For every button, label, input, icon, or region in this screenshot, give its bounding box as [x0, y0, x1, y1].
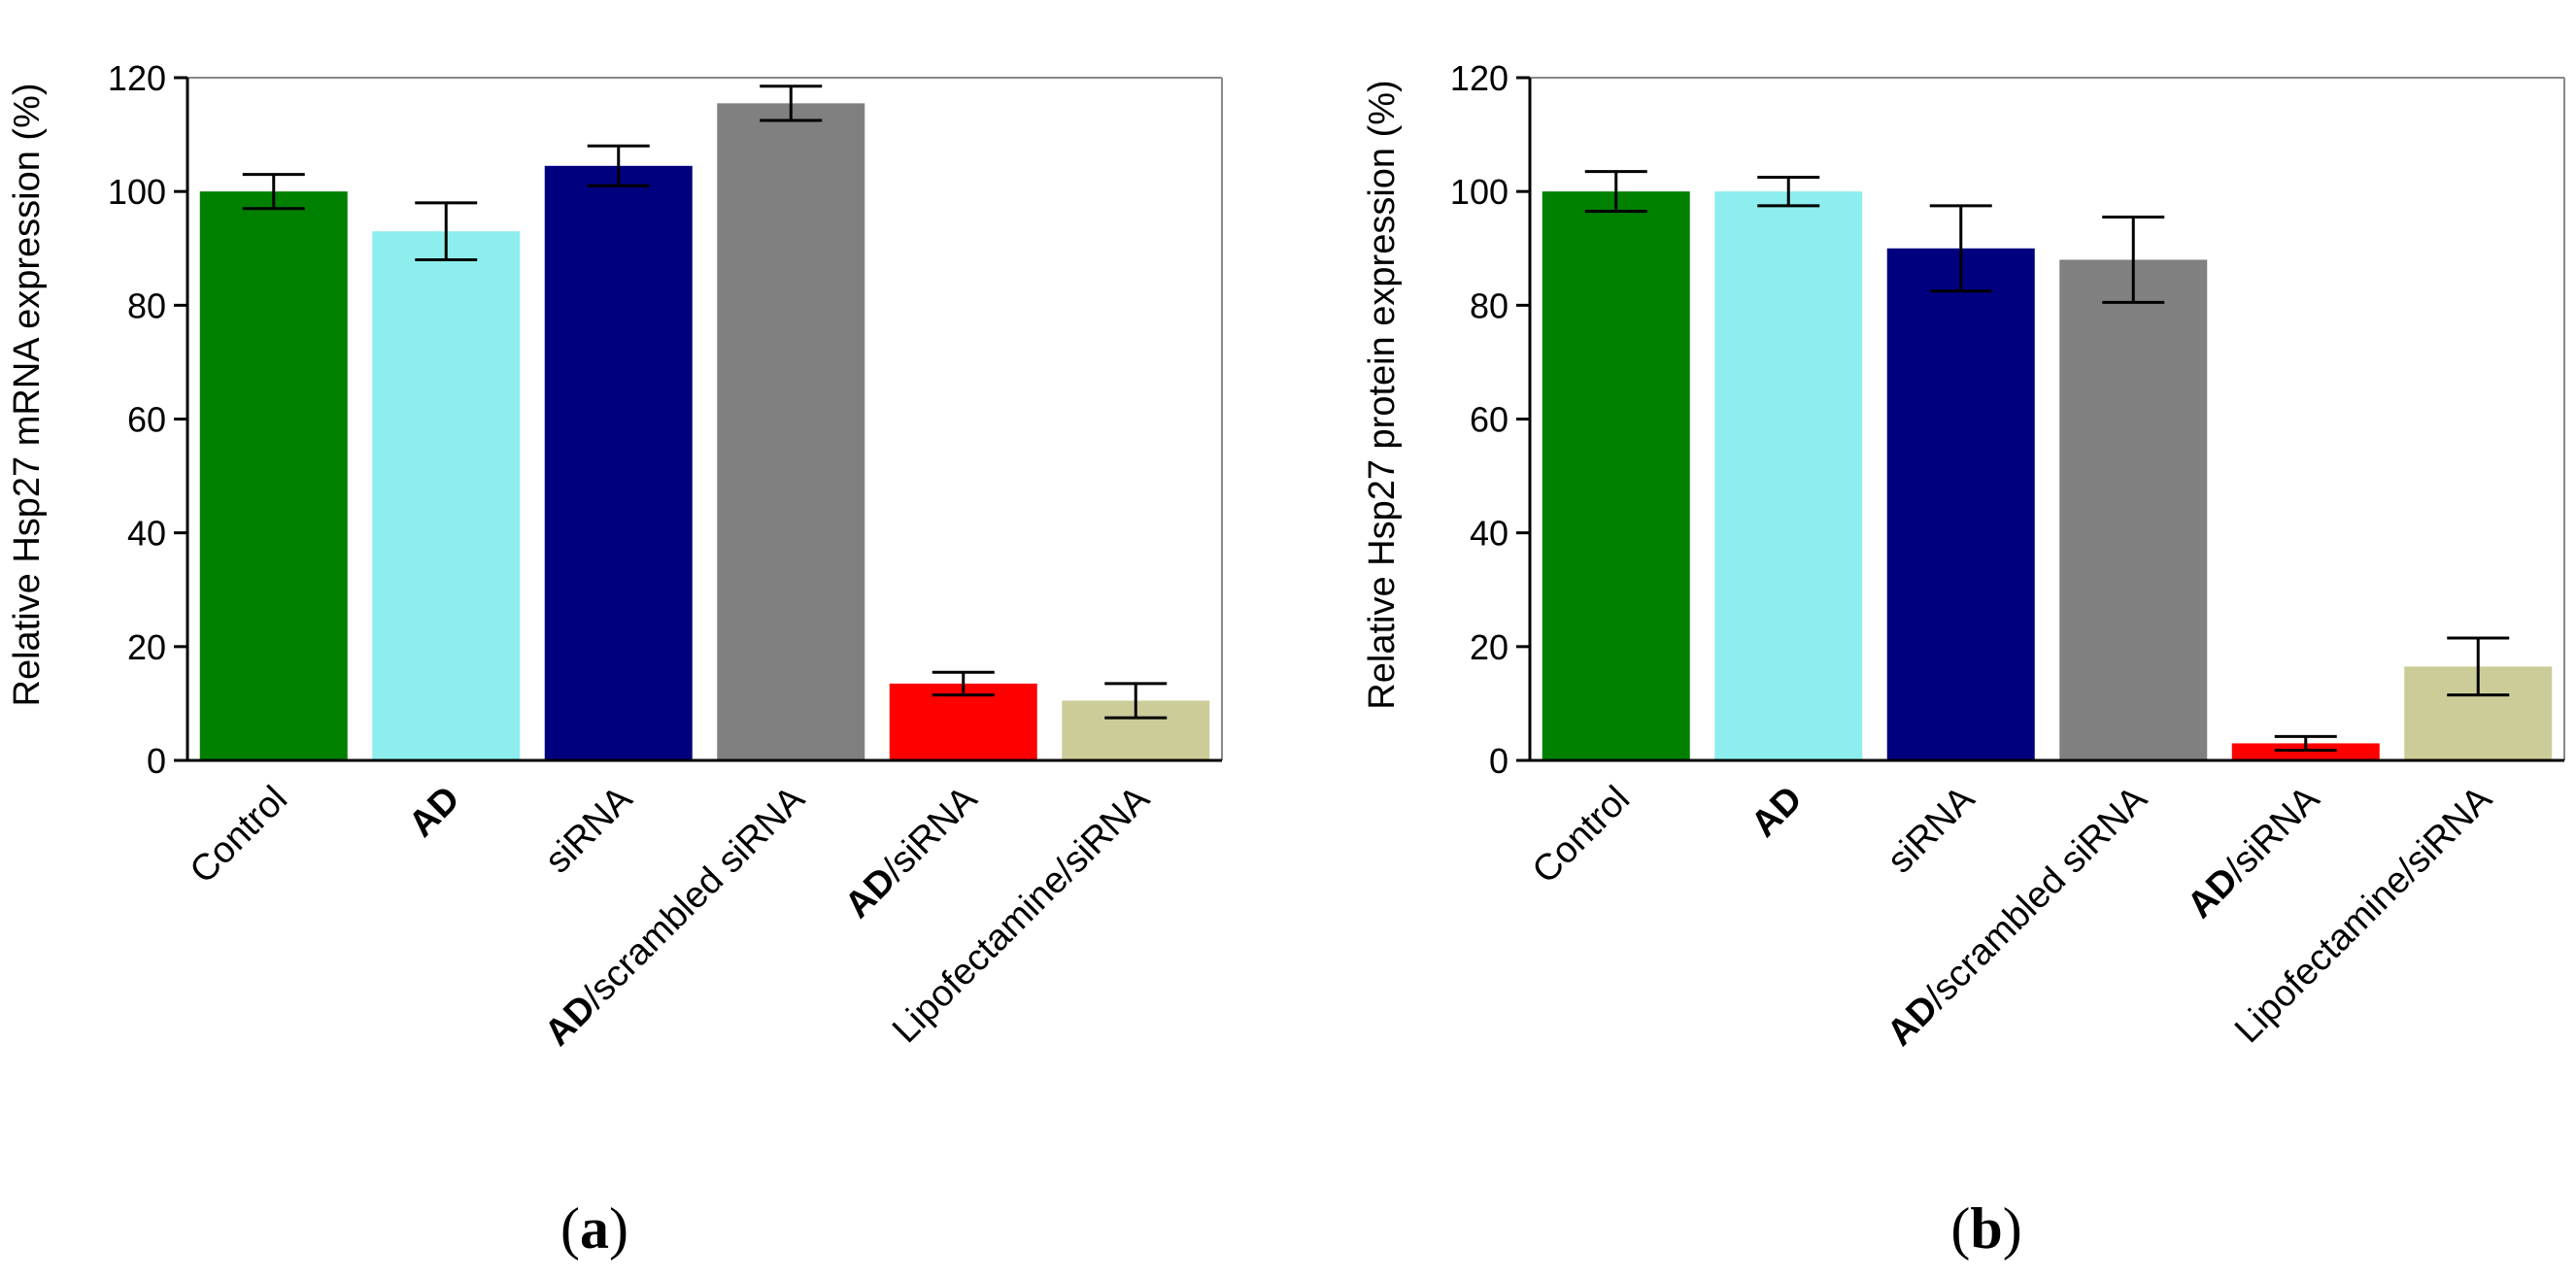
category-label-text: Control: [1525, 779, 1638, 892]
panel-label: (a): [560, 1196, 628, 1261]
y-tick-label-0: 0: [147, 741, 166, 781]
y-tick-label-6: 120: [108, 58, 166, 98]
bar-3: [717, 103, 865, 761]
category-label-2: siRNA: [537, 778, 640, 881]
bar-2: [544, 165, 693, 760]
bar-2: [1886, 248, 2035, 760]
y-tick-label-3: 60: [1470, 400, 1508, 440]
y-tick-label-4: 80: [1470, 286, 1508, 325]
y-tick-label-2: 40: [127, 514, 166, 554]
y-tick-label-1: 20: [127, 627, 166, 667]
bar-1: [1714, 191, 1863, 760]
y-tick-label-4: 80: [127, 286, 166, 325]
panel-label-open: (: [1950, 1196, 1970, 1261]
category-label-2: siRNA: [1880, 778, 1983, 881]
bar-0: [199, 191, 348, 760]
category-label-4: AD/siRNA: [2180, 778, 2328, 926]
panel-label-close: ): [609, 1196, 628, 1261]
bar-1: [372, 231, 521, 761]
category-label-bold: AD: [1744, 779, 1811, 846]
category-label-1: AD: [401, 779, 468, 846]
category-label-text: /siRNA: [2218, 778, 2328, 889]
bar-4: [2231, 743, 2380, 760]
y-tick-label-5: 100: [108, 172, 166, 212]
panel-label-open: (: [560, 1196, 580, 1261]
panel-label-letter: a: [580, 1196, 609, 1261]
y-tick-label-2: 40: [1470, 514, 1508, 554]
y-tick-label-6: 120: [1450, 58, 1508, 98]
y-tick-label-3: 60: [127, 400, 166, 440]
bar-0: [1542, 191, 1690, 760]
y-tick-label-0: 0: [1489, 741, 1508, 781]
panel-label-letter: b: [1970, 1196, 2002, 1261]
category-label-text: siRNA: [1880, 778, 1983, 881]
y-tick-label-1: 20: [1470, 627, 1508, 667]
category-label-bold: AD: [401, 779, 468, 846]
bar-3: [2059, 259, 2208, 760]
panel-label-close: ): [2003, 1196, 2022, 1261]
y-axis-label: Relative Hsp27 protein expression (%): [1362, 80, 1403, 709]
category-label-text: /siRNA: [875, 778, 986, 889]
y-axis-label: Relative Hsp27 mRNA expression (%): [7, 83, 48, 706]
y-tick-label-5: 100: [1450, 172, 1508, 212]
category-label-text: Control: [183, 779, 295, 892]
category-label-4: AD/siRNA: [837, 778, 986, 926]
category-label-0: Control: [1525, 779, 1638, 892]
category-label-text: siRNA: [537, 778, 640, 881]
panel-label: (b): [1950, 1196, 2021, 1261]
category-label-0: Control: [183, 779, 295, 892]
category-label-1: AD: [1744, 779, 1811, 846]
